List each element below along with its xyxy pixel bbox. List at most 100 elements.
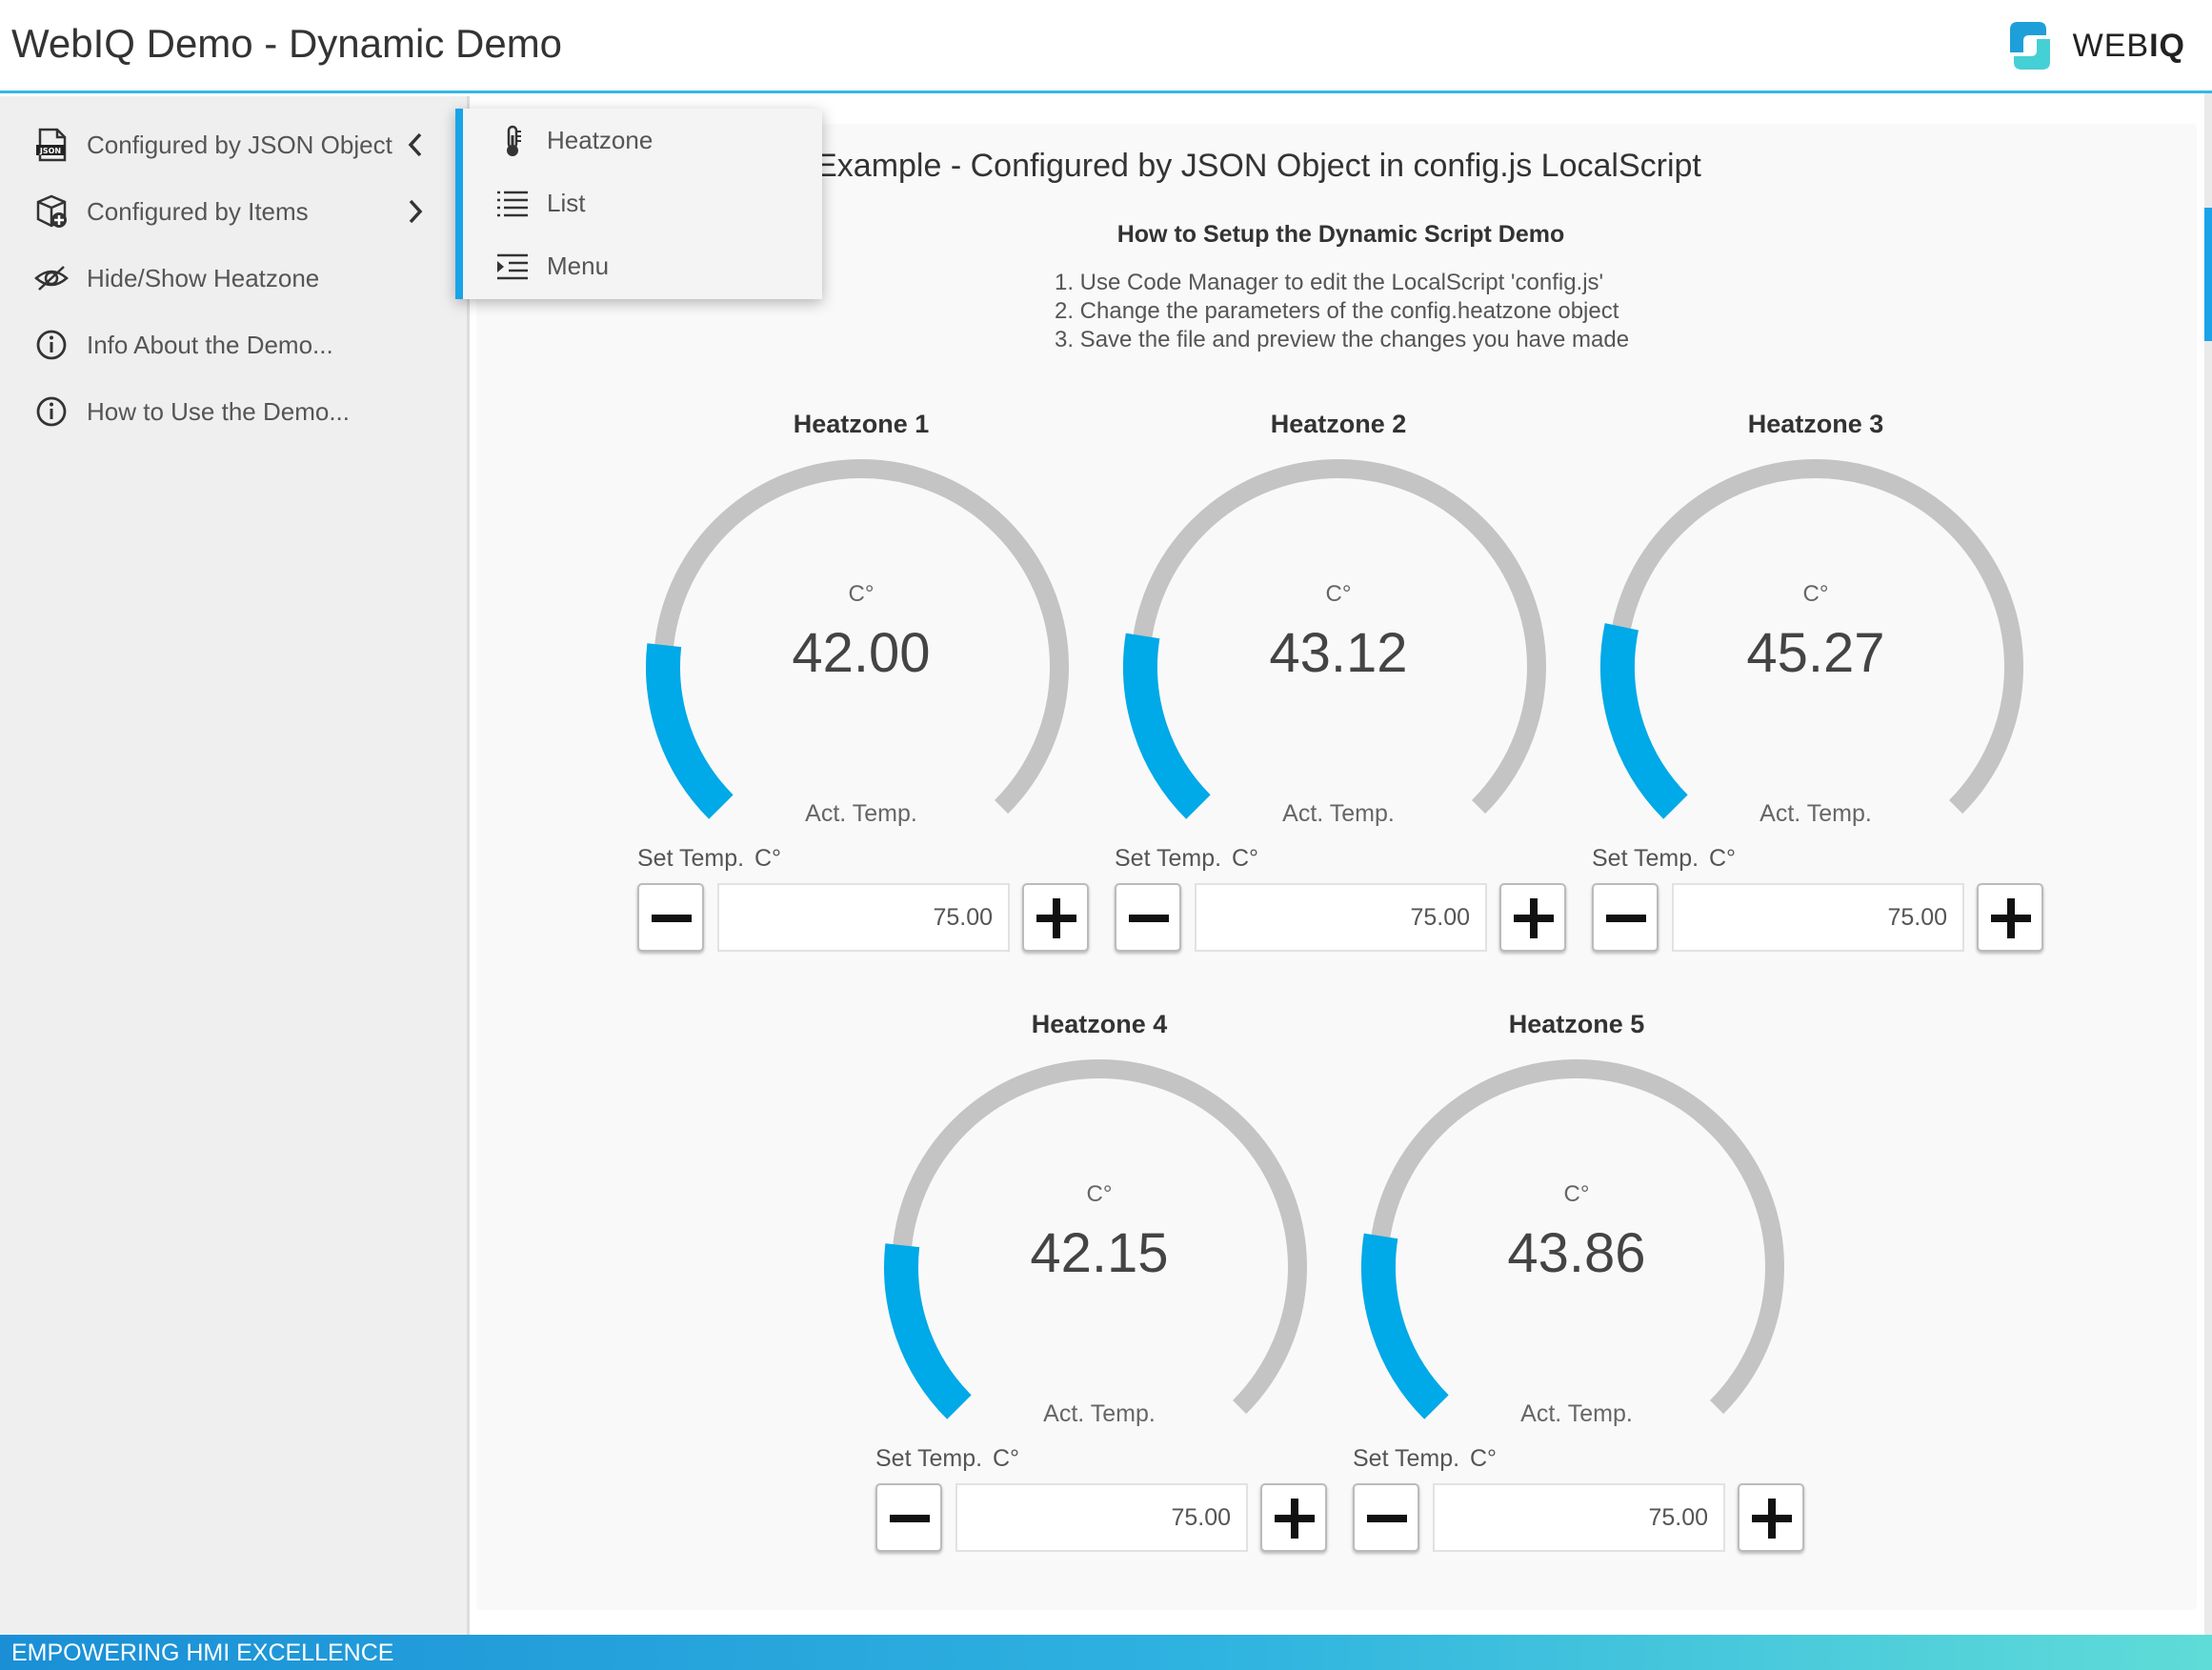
gauge-fill [884, 1243, 972, 1419]
howto-step: 3. Save the file and preview the changes… [1055, 327, 1630, 352]
decrease-button[interactable] [1115, 883, 1181, 952]
minus-icon [1606, 915, 1646, 922]
set-temp-label: Set Temp. [875, 1445, 983, 1472]
submenu-item-label: Heatzone [547, 126, 654, 154]
items-box-icon [36, 194, 67, 228]
gauge-unit: C° [1802, 581, 1829, 607]
howto-step: 2. Change the parameters of the config.h… [1055, 298, 1619, 324]
webiq-logo: WEBIQ [2001, 15, 2185, 76]
gauge-unit: C° [1563, 1181, 1590, 1207]
gauge-fill [1361, 1233, 1449, 1419]
gauge-fill [646, 643, 734, 819]
gauge-act-label: Act. Temp. [1520, 1400, 1633, 1427]
gauge-act-label: Act. Temp. [1282, 800, 1395, 827]
menu-indent-icon [497, 253, 528, 280]
increase-button[interactable] [1022, 883, 1089, 952]
info-icon [36, 330, 67, 360]
increase-button[interactable] [1738, 1483, 1804, 1552]
set-temp-input[interactable]: 75.00 [717, 883, 1010, 952]
sidebar-item-hide-show[interactable]: Hide/Show Heatzone [0, 245, 467, 312]
page-title: Heatzones Example - Configured by JSON O… [652, 148, 1701, 184]
submenu-item-list[interactable]: List [463, 171, 822, 234]
plus-icon [1275, 1499, 1315, 1539]
gauge-act-label: Act. Temp. [805, 800, 917, 827]
gauge-unit: C° [848, 581, 875, 607]
submenu-flyout: Heatzone List Menu [455, 109, 822, 299]
sidebar-item-label: Info About the Demo... [87, 330, 333, 359]
footer-bar: EMPOWERING HMI EXCELLENCE [0, 1635, 2212, 1670]
sidebar-item-how-to[interactable]: How to Use the Demo... [0, 378, 467, 445]
gauge-value: 45.27 [1746, 622, 1885, 684]
set-temp-label: Set Temp. [1592, 845, 1699, 872]
json-file-icon: JSON [36, 128, 67, 162]
submenu-item-label: List [547, 189, 586, 217]
thermometer-icon [507, 125, 521, 156]
gauge-fill [1600, 623, 1688, 819]
sidebar: JSON Configured by JSON Object Configure… [0, 96, 470, 1635]
sidebar-item-label: Configured by Items [87, 196, 309, 226]
sidebar-item-label: Configured by JSON Object [87, 130, 392, 159]
footer-text: EMPOWERING HMI EXCELLENCE [11, 1640, 394, 1666]
submenu-item-label: Menu [547, 252, 610, 280]
gauge-fill [1123, 633, 1211, 819]
set-temp-input[interactable]: 75.00 [1672, 883, 1964, 952]
increase-button[interactable] [1977, 883, 2043, 952]
list-icon [497, 191, 528, 217]
set-temp-unit: C° [993, 1445, 1020, 1472]
main-content-panel [476, 124, 2197, 1610]
set-temp-label: Set Temp. [1115, 845, 1222, 872]
decrease-button[interactable] [637, 883, 704, 952]
plus-icon [1752, 1499, 1792, 1539]
decrease-button[interactable] [1353, 1483, 1419, 1552]
increase-button[interactable] [1499, 883, 1566, 952]
sidebar-item-info[interactable]: Info About the Demo... [0, 312, 467, 378]
heatzone-2: Heatzone 2 C° 43.12 Act. Temp. Set Temp. C° 75… [1115, 410, 1591, 1000]
scrollbar[interactable] [2204, 93, 2212, 1635]
minus-icon [1367, 1515, 1407, 1522]
submenu-item-heatzone[interactable]: Heatzone [463, 109, 822, 171]
gauge-value: 43.86 [1507, 1222, 1646, 1284]
chevron-left-icon [408, 132, 422, 157]
plus-icon [1036, 898, 1076, 938]
set-temp-input[interactable]: 75.00 [1195, 883, 1487, 952]
set-temp-unit: C° [754, 845, 782, 872]
howto-steps: 1. Use Code Manager to edit the LocalScr… [1055, 269, 1629, 354]
decrease-button[interactable] [1592, 883, 1659, 952]
heatzone-3: Heatzone 3 C° 45.27 Act. Temp. Set Temp. C° 75… [1592, 410, 2068, 1000]
heatzone-title: Heatzone 3 [1747, 410, 1884, 438]
sidebar-item-json-object[interactable]: JSON Configured by JSON Object [0, 111, 467, 178]
temperature-gauge [1123, 459, 1546, 819]
set-temp-input[interactable]: 75.00 [1433, 1483, 1725, 1552]
sidebar-item-items[interactable]: Configured by Items [0, 178, 467, 245]
temperature-gauge [1361, 1059, 1784, 1419]
heatzone-title: Heatzone 4 [1031, 1010, 1168, 1038]
set-temp-unit: C° [1470, 1445, 1498, 1472]
temperature-gauge [646, 459, 1069, 819]
temperature-gauge [884, 1059, 1307, 1419]
howto-step: 1. Use Code Manager to edit the LocalScr… [1055, 270, 1604, 295]
heatzone-5: Heatzone 5 C° 43.86 Act. Temp. Set Temp. C° 75… [1353, 1010, 1829, 1600]
scrollbar-thumb[interactable] [2204, 208, 2212, 341]
set-temp-input[interactable]: 75.00 [955, 1483, 1248, 1552]
set-temp-unit: C° [1709, 845, 1737, 872]
gauge-act-label: Act. Temp. [1043, 1400, 1156, 1427]
webiq-logo-icon [2009, 22, 2050, 70]
set-temp-label: Set Temp. [1353, 1445, 1460, 1472]
increase-button[interactable] [1260, 1483, 1327, 1552]
heatzone-title: Heatzone 2 [1270, 410, 1407, 438]
chevron-right-icon [409, 199, 423, 224]
logo-text: WEBIQ [2072, 27, 2185, 64]
gauge-unit: C° [1086, 1181, 1113, 1207]
howto-title: How to Setup the Dynamic Script Demo [1116, 221, 1565, 248]
decrease-button[interactable] [875, 1483, 942, 1552]
set-temp-label: Set Temp. [637, 845, 745, 872]
set-temp-unit: C° [1232, 845, 1259, 872]
sidebar-item-label: How to Use the Demo... [87, 396, 350, 426]
submenu-item-menu[interactable]: Menu [463, 234, 822, 297]
minus-icon [652, 915, 692, 922]
gauge-unit: C° [1325, 581, 1352, 607]
svg-text:JSON: JSON [39, 147, 61, 155]
gauge-act-label: Act. Temp. [1760, 800, 1872, 827]
heatzone-4: Heatzone 4 C° 42.15 Act. Temp. Set Temp. C° 75… [875, 1010, 1352, 1600]
gauge-value: 43.12 [1269, 622, 1408, 684]
